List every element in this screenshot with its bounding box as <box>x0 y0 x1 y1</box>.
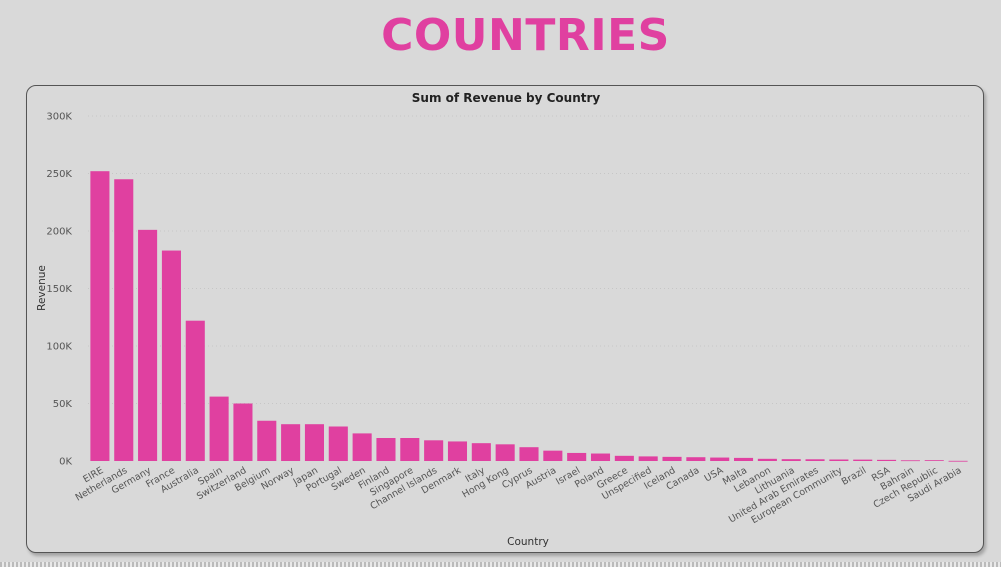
bar-lebanon[interactable] <box>757 458 777 461</box>
bar-singapore[interactable] <box>400 438 420 461</box>
bottom-scroll-strip <box>0 562 1001 567</box>
bar-czech-republic[interactable] <box>924 460 944 461</box>
bar-italy[interactable] <box>471 443 491 461</box>
y-axis-label: Revenue <box>36 265 48 311</box>
bar-greece[interactable] <box>614 455 634 461</box>
bar-malta[interactable] <box>734 457 754 461</box>
y-tick-label: 300K <box>46 112 72 123</box>
bar-belgium[interactable] <box>257 420 277 461</box>
bar-channel-islands[interactable] <box>424 440 444 461</box>
bar-hong-kong[interactable] <box>495 444 515 461</box>
bar-australia[interactable] <box>185 320 205 461</box>
bar-japan[interactable] <box>304 424 324 461</box>
bar-european-community[interactable] <box>829 459 849 461</box>
bar-cyprus[interactable] <box>519 447 539 461</box>
bar-united-arab-emirates[interactable] <box>805 459 825 461</box>
bar-poland[interactable] <box>590 453 611 461</box>
bar-denmark[interactable] <box>447 441 468 461</box>
bar-netherlands[interactable] <box>114 179 134 461</box>
bar-finland[interactable] <box>376 438 396 461</box>
bar-germany[interactable] <box>138 229 158 461</box>
bar-canada[interactable] <box>686 457 706 461</box>
bar-austria[interactable] <box>543 450 563 461</box>
bar-rsa[interactable] <box>877 459 897 461</box>
y-tick-label: 100K <box>46 342 72 353</box>
chart-card <box>26 85 984 553</box>
bar-switzerland[interactable] <box>233 403 253 462</box>
x-tick-label: Brazil <box>840 465 868 488</box>
page-title: COUNTRIES <box>381 10 670 61</box>
x-axis-label: Country <box>507 536 549 548</box>
bar-unspecified[interactable] <box>638 456 658 461</box>
bar-portugal[interactable] <box>328 426 348 462</box>
bar-eire[interactable] <box>90 171 110 461</box>
bar-brazil[interactable] <box>853 459 873 461</box>
bar-saudi-arabia[interactable] <box>948 460 968 462</box>
bar-sweden[interactable] <box>352 433 372 461</box>
y-tick-label: 150K <box>46 284 72 295</box>
y-tick-label: 250K <box>46 169 72 180</box>
bar-norway[interactable] <box>281 424 301 461</box>
bar-france[interactable] <box>161 250 181 461</box>
y-tick-label: 0K <box>59 457 72 468</box>
bar-usa[interactable] <box>710 457 730 461</box>
bar-iceland[interactable] <box>662 456 682 461</box>
bar-bahrain[interactable] <box>900 460 920 462</box>
y-tick-label: 200K <box>46 227 72 238</box>
y-tick-label: 50K <box>53 399 73 410</box>
bar-spain[interactable] <box>209 396 229 461</box>
bar-lithuania[interactable] <box>781 459 801 461</box>
bar-israel[interactable] <box>567 452 587 461</box>
chart-title: Sum of Revenue by Country <box>412 91 601 105</box>
